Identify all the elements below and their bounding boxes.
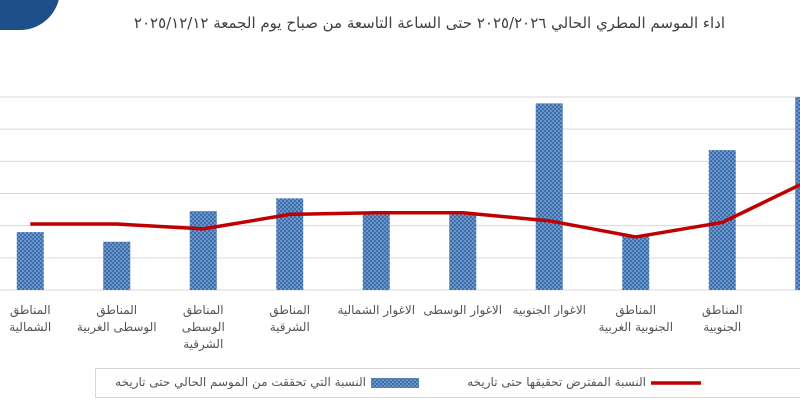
bar (189, 211, 217, 290)
legend-label: النسبة المفترض تحقيقها حتى تاريخه (467, 375, 646, 389)
x-tick-label: الاغوار الوسطى (423, 303, 503, 317)
x-tick-label: المناطق الشرقية (269, 303, 311, 334)
x-tick-label: المناطق الوسطى الشرقية (181, 303, 225, 351)
legend-keys (371, 378, 701, 388)
bar (362, 212, 390, 290)
bar (622, 235, 650, 290)
x-tick-label: المناطق الوسطى الغربية (76, 303, 157, 334)
x-tick-label: الاغوار الشمالية (337, 303, 416, 317)
x-tick-label: الاغوار الجنوبية (512, 303, 587, 317)
bar (795, 97, 800, 290)
legend: النسبة التي تحققت من الموسم الحالي حتى ت… (95, 368, 800, 398)
legend-label: النسبة التي تحققت من الموسم الحالي حتى ت… (115, 375, 366, 389)
bar (16, 232, 44, 290)
bar (449, 212, 477, 290)
legend-swatch (371, 378, 419, 388)
bar (535, 103, 563, 290)
x-tick-label: المناطق الجنوبية الغربية (598, 303, 674, 334)
bar (103, 241, 131, 290)
x-tick-label: المناطق الجنوبية (701, 303, 743, 334)
bar (708, 150, 736, 290)
x-tick-label: المناطق الشمالية (9, 303, 52, 334)
bar (276, 198, 304, 290)
chart-title: اداء الموسم المطري الحالي ٢٠٢٥/٢٠٢٦ حتى … (133, 14, 725, 32)
line (30, 182, 800, 239)
